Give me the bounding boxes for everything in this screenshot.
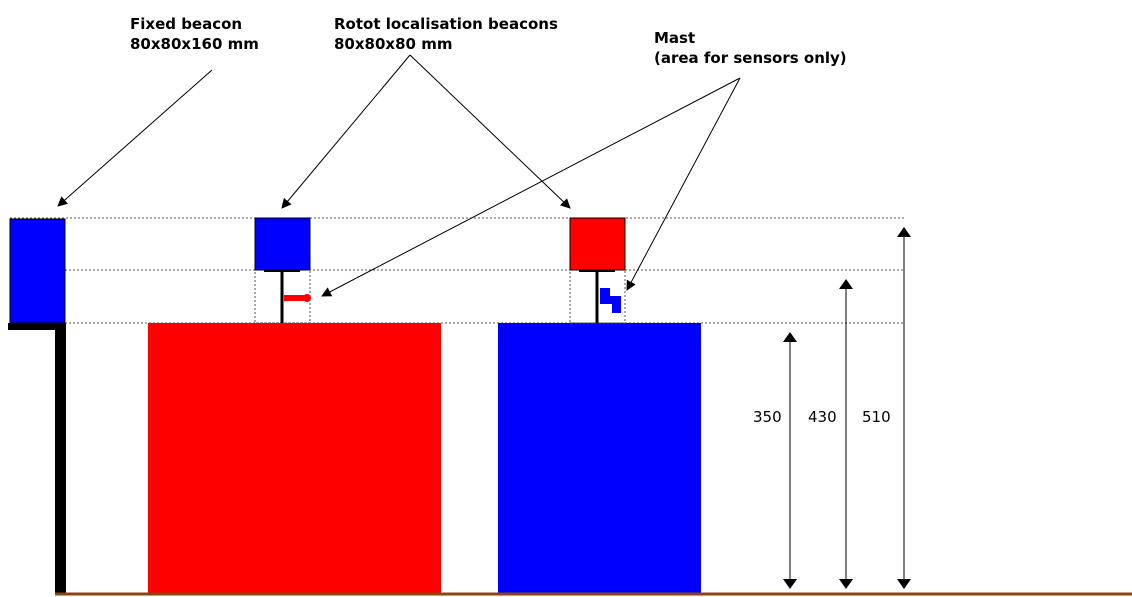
label-fixed-beacon-line2: 80x80x160 mm	[130, 35, 259, 53]
dimension-label-510: 510	[862, 408, 891, 426]
label-robot-beacons: Rotot localisation beacons 80x80x80 mm	[334, 14, 558, 54]
arrow-robot-beacon-left	[281, 54, 411, 209]
label-fixed-beacon-line1: Fixed beacon	[130, 15, 243, 33]
label-robot-beacons-line2: 80x80x80 mm	[334, 35, 453, 53]
arrow-fixed-beacon	[57, 69, 213, 207]
blue-robot	[498, 323, 701, 594]
fixed-beacon-support-pole	[55, 330, 66, 594]
label-robot-beacons-line1: Rotot localisation beacons	[334, 15, 558, 33]
red-sensor-tip	[303, 294, 311, 302]
label-fixed-beacon: Fixed beacon 80x80x160 mm	[130, 14, 259, 54]
mast-area-right	[569, 269, 626, 324]
label-mast-line1: Mast	[654, 29, 696, 47]
fixed-beacon	[9, 218, 66, 324]
blue-sensor	[600, 288, 621, 313]
arrow-mast-right	[626, 77, 741, 291]
robot-beacon-left	[254, 217, 311, 271]
red-sensor	[284, 295, 306, 301]
red-robot	[148, 323, 441, 594]
dimension-label-430: 430	[808, 408, 837, 426]
arrow-mast-left	[321, 77, 741, 297]
label-mast-line2: (area for sensors only)	[654, 49, 847, 67]
fixed-beacon-support-top	[8, 323, 66, 330]
dimension-label-350: 350	[753, 408, 782, 426]
robot-beacon-right	[569, 217, 626, 271]
arrow-robot-beacon-right	[409, 54, 571, 209]
label-mast: Mast (area for sensors only)	[654, 28, 847, 68]
